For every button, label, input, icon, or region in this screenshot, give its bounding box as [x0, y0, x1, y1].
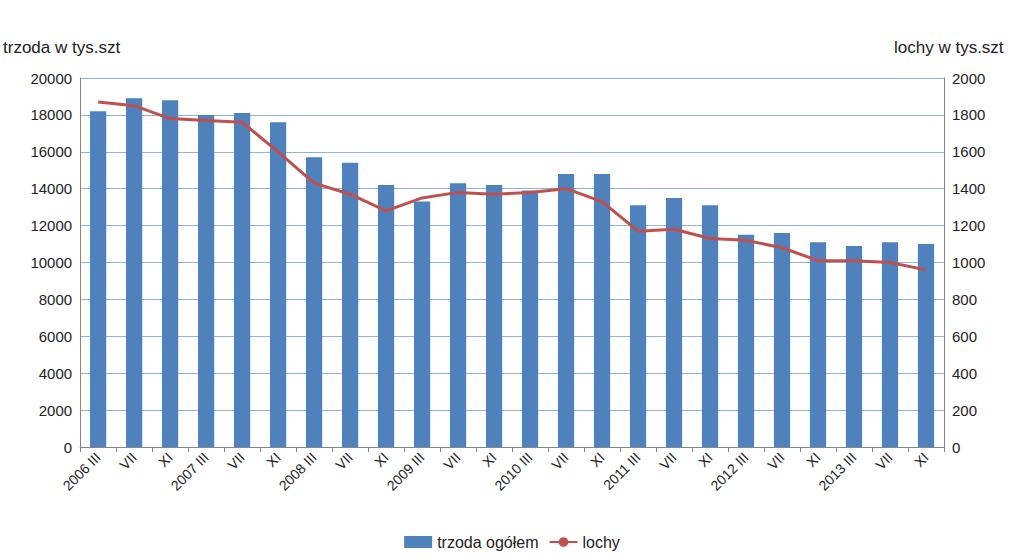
svg-text:VII: VII — [656, 449, 679, 472]
svg-text:2000: 2000 — [952, 70, 985, 87]
svg-text:2013 III: 2013 III — [815, 449, 859, 493]
svg-text:2009 III: 2009 III — [383, 449, 427, 493]
svg-text:2000: 2000 — [39, 402, 72, 419]
svg-text:20000: 20000 — [30, 70, 72, 87]
svg-text:XI: XI — [695, 449, 716, 470]
svg-text:2008 III: 2008 III — [275, 449, 319, 493]
svg-text:0: 0 — [952, 439, 960, 456]
svg-text:VII: VII — [224, 449, 247, 472]
svg-text:XI: XI — [371, 449, 392, 470]
svg-text:1200: 1200 — [952, 217, 985, 234]
svg-text:XI: XI — [263, 449, 284, 470]
svg-text:18000: 18000 — [30, 106, 72, 123]
svg-text:VII: VII — [116, 449, 139, 472]
svg-text:600: 600 — [952, 328, 977, 345]
svg-text:1600: 1600 — [952, 143, 985, 160]
svg-text:VII: VII — [872, 449, 895, 472]
svg-text:2007 III: 2007 III — [167, 449, 211, 493]
svg-text:1400: 1400 — [952, 180, 985, 197]
svg-text:XI: XI — [911, 449, 932, 470]
svg-text:1000: 1000 — [952, 254, 985, 271]
svg-text:400: 400 — [952, 365, 977, 382]
svg-text:trzoda ogółem: trzoda ogółem — [437, 534, 538, 551]
svg-text:VII: VII — [764, 449, 787, 472]
svg-text:6000: 6000 — [39, 328, 72, 345]
svg-text:XI: XI — [479, 449, 500, 470]
svg-text:10000: 10000 — [30, 254, 72, 271]
svg-text:2012 III: 2012 III — [707, 449, 751, 493]
svg-text:2011 III: 2011 III — [600, 449, 644, 493]
svg-text:0: 0 — [64, 439, 72, 456]
svg-text:14000: 14000 — [30, 180, 72, 197]
svg-text:800: 800 — [952, 291, 977, 308]
svg-text:VII: VII — [440, 449, 463, 472]
svg-text:4000: 4000 — [39, 365, 72, 382]
svg-text:200: 200 — [952, 402, 977, 419]
svg-text:XI: XI — [587, 449, 608, 470]
svg-text:8000: 8000 — [39, 291, 72, 308]
svg-text:1800: 1800 — [952, 106, 985, 123]
svg-text:XI: XI — [155, 449, 176, 470]
svg-text:lochy w tys.szt: lochy w tys.szt — [894, 38, 1004, 57]
svg-text:XI: XI — [803, 449, 824, 470]
svg-text:lochy: lochy — [583, 534, 620, 551]
svg-text:VII: VII — [332, 449, 355, 472]
svg-text:VII: VII — [548, 449, 571, 472]
svg-text:2006 III: 2006 III — [59, 449, 103, 493]
svg-text:16000: 16000 — [30, 143, 72, 160]
svg-text:12000: 12000 — [30, 217, 72, 234]
svg-text:trzoda w tys.szt: trzoda w tys.szt — [3, 38, 120, 57]
svg-text:2010 III: 2010 III — [491, 449, 535, 493]
